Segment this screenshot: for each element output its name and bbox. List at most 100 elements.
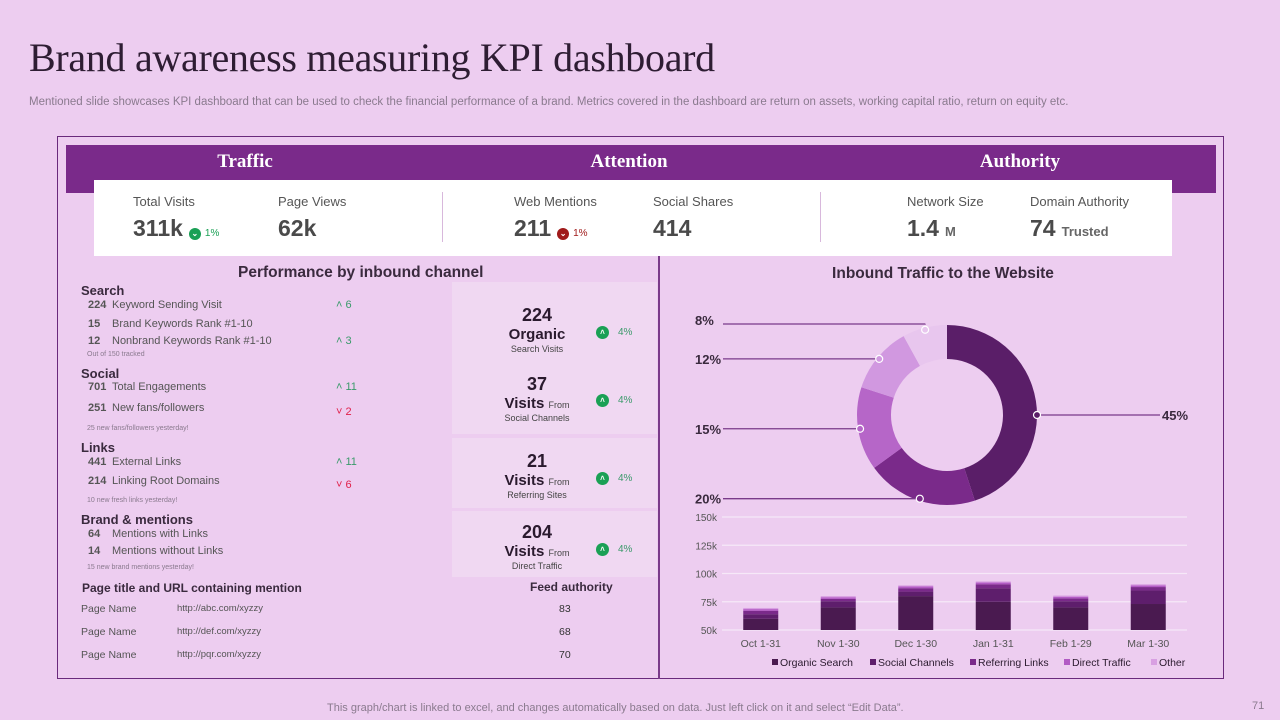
metric-delta: ˄ 6	[336, 299, 352, 311]
legend-item: Direct Traffic	[1064, 657, 1131, 669]
kpi-label: Page Views	[278, 194, 347, 209]
kpi-value: 311k	[133, 215, 183, 241]
y-tick-label: 150k	[695, 513, 718, 524]
change-badge: ⌄ 1%	[557, 227, 588, 240]
page-url[interactable]: http://abc.com/xyzzy	[177, 603, 264, 614]
metric-label: Brand Keywords Rank #1-10	[112, 318, 253, 330]
caret-down-icon: ˅	[336, 479, 343, 491]
metric-label: Mentions with Links	[112, 528, 208, 540]
kpi-social-shares: Social Shares 414	[653, 194, 733, 242]
channel-from: From	[548, 477, 570, 487]
kpi-value: 211	[514, 215, 552, 241]
metric-row: 15 Brand Keywords Rank #1-10	[88, 318, 253, 330]
x-tick-label: Feb 1-29	[1050, 638, 1092, 650]
channel-panel-bg	[452, 282, 657, 434]
channel-panel-bg	[452, 438, 657, 508]
donut-value-label: 8%	[695, 313, 714, 328]
metric-value: 251	[88, 402, 107, 414]
legend-swatch	[870, 659, 876, 665]
group-note: 10 new fresh links yesterday!	[87, 497, 178, 504]
legend-item: Organic Search	[772, 657, 853, 669]
page-subtitle: Mentioned slide showcases KPI dashboard …	[29, 96, 1069, 108]
x-tick-label: Jan 1-31	[973, 638, 1014, 650]
kpi-page-views: Page Views 62k	[278, 194, 346, 242]
leader-marker	[921, 325, 930, 334]
performance-title: Performance by inbound channel	[238, 264, 484, 281]
stacked-bar-chart: 50k 75k 100k 125k 150k Oct 1-31 Nov 1-30 Dec 1-…	[695, 513, 1187, 669]
bar-segment-other	[1053, 595, 1089, 597]
donut-value-label: 15%	[695, 422, 721, 437]
page-name: Page Name	[81, 649, 137, 661]
bar-segment-organic-search	[743, 618, 779, 630]
legend-item: Other	[1151, 657, 1186, 669]
band-attention: Attention	[590, 151, 668, 172]
kpi-card	[94, 180, 1172, 256]
legend-label: Social Channels	[878, 657, 954, 669]
channel-change: ˄ 4%	[596, 472, 632, 485]
channel-sub: Social Channels	[504, 413, 570, 423]
kpi-label: Social Shares	[653, 194, 734, 209]
bar-segment-other	[975, 581, 1011, 583]
feed-authority-header: Feed authority	[530, 580, 613, 594]
donut-value-label: 12%	[695, 352, 721, 367]
channel-change: ˄ 4%	[596, 543, 632, 556]
channel-sub: Search Visits	[510, 344, 564, 354]
kpi-value: 1.4	[907, 215, 939, 241]
channel-stat: 21 Visits From Referring Sites	[452, 451, 622, 500]
bar-segment-direct-traffic	[975, 582, 1011, 585]
channel-value: 224	[521, 305, 553, 325]
bar-segment-referring-links	[1053, 598, 1089, 602]
chevron-down-icon: ⌄	[557, 227, 570, 240]
metric-delta: ˅ 6	[336, 479, 352, 491]
kpi-label: Total Visits	[133, 194, 195, 209]
metric-value: 441	[88, 456, 107, 468]
group-title: Brand & mentions	[81, 512, 193, 527]
channel-value: 37	[526, 374, 548, 394]
metric-label: Keyword Sending Visit	[112, 299, 222, 311]
metric-value: 64	[88, 528, 101, 540]
donut-slice-organic-search	[947, 325, 1037, 501]
channel-stat: 224 Organic Search Visits	[452, 305, 622, 354]
metric-delta: ˄ 11	[336, 456, 357, 468]
channel-from: From	[548, 400, 570, 410]
kpi-value: 74	[1030, 215, 1056, 241]
feed-authority-value: 68	[559, 626, 571, 638]
bar-segment-social-channels	[975, 588, 1011, 602]
bar-segment-direct-traffic	[898, 586, 934, 589]
y-tick-label: 125k	[695, 541, 718, 552]
page-url[interactable]: http://pqr.com/xyzzy	[177, 649, 261, 660]
channel-sub: Direct Traffic	[511, 561, 563, 571]
bar-segment-social-channels	[1130, 590, 1166, 605]
group-title: Social	[81, 366, 120, 381]
bar-segment-direct-traffic	[743, 609, 779, 611]
group-title: Links	[81, 440, 115, 455]
band-authority: Authority	[979, 151, 1061, 172]
bar-segment-social-channels	[1053, 601, 1089, 608]
channel-from: From	[548, 548, 570, 558]
group-note: Out of 150 tracked	[87, 351, 145, 358]
bar-segment-other	[898, 585, 934, 587]
legend-swatch	[772, 659, 778, 665]
caret-up-icon: ˄	[336, 456, 343, 468]
chevron-up-icon: ˄	[596, 543, 609, 556]
metric-label: Mentions without Links	[112, 545, 224, 557]
page-url[interactable]: http://def.com/xyzzy	[177, 626, 261, 637]
bar-segment-referring-links	[743, 610, 779, 615]
metric-label: New fans/followers	[112, 402, 205, 414]
page-name: Page Name	[81, 603, 137, 615]
footer-note: This graph/chart is linked to excel, and…	[327, 702, 904, 714]
page-number: 71	[1252, 700, 1265, 712]
table-row: Page Name http://def.com/xyzzy 68	[81, 626, 601, 638]
channel-sub: Referring Sites	[507, 490, 567, 500]
y-tick-label: 75k	[701, 598, 718, 609]
bar-segment-referring-links	[1130, 587, 1166, 591]
channel-main: Visits	[504, 543, 545, 560]
feed-authority-value: 70	[559, 649, 571, 661]
channel-stat: 204 Visits From Direct Traffic	[452, 522, 622, 571]
metric-value: 224	[88, 299, 107, 311]
metric-label: External Links	[112, 456, 182, 468]
channel-main: Organic	[508, 326, 566, 343]
donut-slice-direct-traffic	[861, 336, 921, 398]
metric-row: 701 Total Engagements	[88, 381, 206, 393]
legend-swatch	[1151, 659, 1157, 665]
